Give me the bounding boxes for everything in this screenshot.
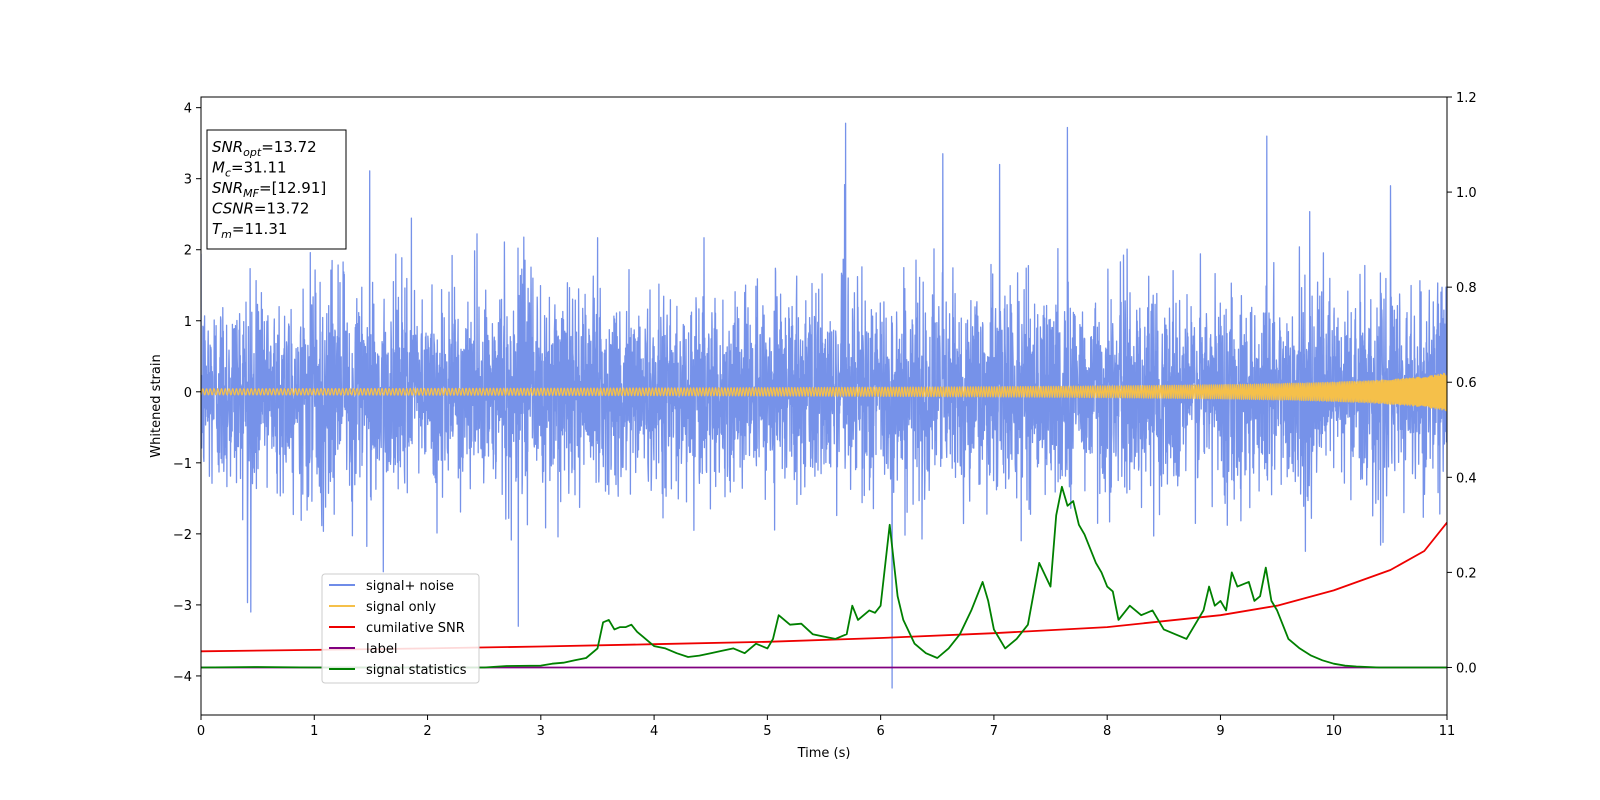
y-left-tick-label: 2	[184, 244, 192, 259]
x-tick-label: 8	[1103, 724, 1111, 739]
y-right-tick-label: 0.2	[1456, 566, 1477, 581]
legend: signal+ noise signal only cumilative SNR la…	[321, 573, 480, 684]
y-axis-left: −4 −3 −2 −1 0 1 2 3 4	[173, 102, 201, 685]
x-tick-label: 11	[1439, 724, 1456, 739]
y-left-tick-label: −2	[173, 528, 192, 543]
legend-entry-label: signal statistics	[366, 663, 467, 678]
y-axis-label: Whitened strain	[149, 354, 164, 457]
legend-entry-label: signal+ noise	[366, 579, 454, 594]
y-right-tick-label: 0.0	[1456, 661, 1477, 676]
y-right-tick-label: 1.2	[1456, 91, 1477, 106]
legend-entry-label: label	[366, 642, 397, 657]
info-line: Mc=31.11	[212, 159, 287, 180]
x-tick-label: 7	[990, 724, 998, 739]
series-line-signal-noise	[201, 122, 1447, 689]
y-left-tick-label: −3	[173, 599, 192, 614]
info-line: SNRopt=13.72	[212, 138, 317, 159]
y-left-tick-label: −4	[173, 670, 192, 685]
y-left-tick-label: 1	[184, 315, 192, 330]
y-axis-right: 0.0 0.2 0.4 0.6 0.8 1.0 1.2	[1447, 91, 1477, 676]
y-right-tick-label: 0.4	[1456, 471, 1477, 486]
y-right-tick-label: 1.0	[1456, 186, 1477, 201]
y-left-tick-label: 3	[184, 173, 192, 188]
x-tick-label: 6	[876, 724, 884, 739]
legend-entry-label: cumilative SNR	[366, 621, 465, 636]
series-line-signal-statistics	[201, 485, 1447, 669]
x-axis: 0 1 2 3 4 5 6 7 8 9 10 11	[197, 715, 1455, 739]
info-line: CSNR=13.72	[212, 200, 309, 218]
series-line-signal-only	[201, 372, 1447, 412]
x-tick-label: 10	[1325, 724, 1342, 739]
legend-entry-label: signal only	[366, 600, 436, 615]
x-tick-label: 9	[1216, 724, 1224, 739]
x-tick-label: 1	[310, 724, 318, 739]
info-line: SNRMF=[12.91]	[212, 179, 326, 200]
y-right-tick-label: 0.6	[1456, 376, 1477, 391]
plot-frame	[200, 96, 1448, 716]
x-axis-label: Time (s)	[797, 746, 851, 761]
x-tick-label: 5	[763, 724, 771, 739]
y-right-tick-label: 0.8	[1456, 281, 1477, 296]
x-tick-label: 3	[537, 724, 545, 739]
x-tick-label: 0	[197, 724, 205, 739]
legend-frame	[321, 573, 480, 684]
x-tick-label: 2	[423, 724, 431, 739]
y-left-tick-label: 4	[184, 102, 192, 117]
y-left-tick-label: −1	[173, 457, 192, 472]
x-tick-label: 4	[650, 724, 658, 739]
info-box: SNRopt=13.72Mc=31.11SNRMF=[12.91]CSNR=13…	[206, 129, 347, 250]
info-line: Tm=11.31	[212, 220, 287, 241]
info-box-frame	[206, 129, 347, 250]
y-left-tick-label: 0	[184, 386, 192, 401]
